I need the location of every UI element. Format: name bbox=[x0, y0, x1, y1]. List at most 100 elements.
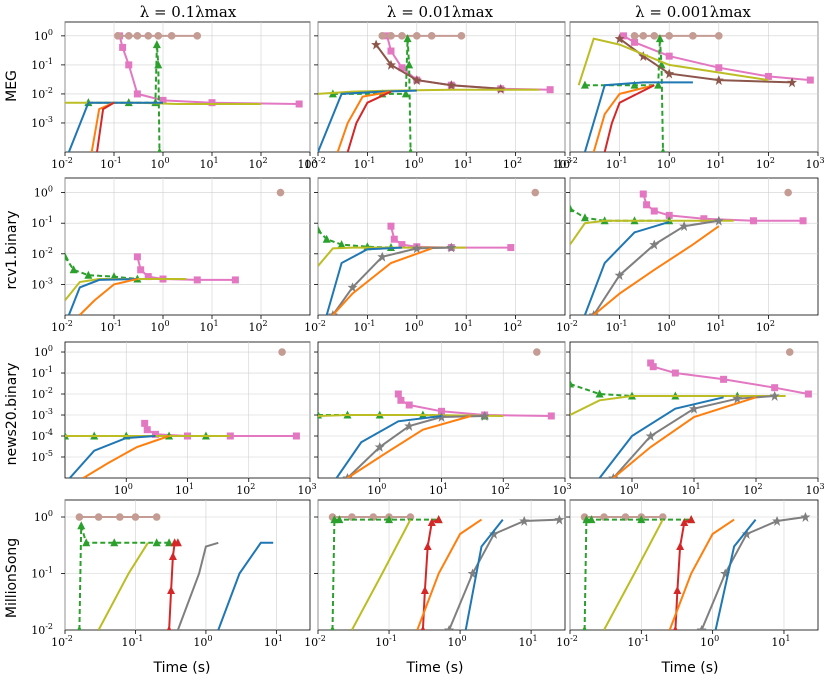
x-tick-label: 100 bbox=[150, 156, 169, 171]
col-title-1: λ = 0.01λmax bbox=[387, 3, 494, 21]
marker-tan-circles bbox=[785, 348, 794, 356]
series-line-orange bbox=[612, 396, 757, 478]
marker-pink-squares bbox=[292, 432, 300, 440]
marker-tan-circles bbox=[639, 32, 648, 40]
marker-red-triangles bbox=[673, 586, 682, 595]
x-tick-label: 102 bbox=[756, 319, 775, 334]
series-line-green-triangles bbox=[570, 383, 738, 397]
marker-tan-circles bbox=[167, 32, 176, 40]
series-line-orange bbox=[336, 90, 392, 152]
series-line-orange bbox=[332, 247, 433, 315]
row-label-2: news20.binary bbox=[4, 363, 20, 466]
x-tick-label: 101 bbox=[175, 482, 194, 497]
marker-pink-squares bbox=[151, 430, 159, 438]
x-tick-label: 10-2 bbox=[556, 156, 578, 171]
x-tick-label: 100 bbox=[700, 634, 719, 649]
series-line-orange bbox=[668, 518, 735, 630]
panel-r2-c2: 100 101 102 103 bbox=[566, 341, 825, 497]
marker-grey-stars bbox=[446, 242, 457, 253]
marker-brown-stars bbox=[614, 33, 625, 44]
marker-pink-squares bbox=[387, 47, 395, 55]
marker-brown-stars bbox=[371, 39, 382, 50]
marker-green-triangles bbox=[69, 265, 78, 274]
marker-grey-stars bbox=[772, 515, 783, 526]
x-tick-label: 101 bbox=[264, 634, 283, 649]
marker-pink-squares bbox=[159, 96, 167, 104]
marker-grey-stars bbox=[411, 243, 422, 254]
marker-green-triangles bbox=[403, 34, 412, 43]
series-line-blue bbox=[583, 81, 693, 152]
marker-pink-squares bbox=[546, 86, 554, 94]
marker-pink-squares bbox=[643, 201, 651, 209]
marker-tan-circles bbox=[784, 188, 792, 197]
series-line-red bbox=[603, 84, 655, 152]
x-tick-label: 101 bbox=[706, 319, 725, 334]
marker-red-triangles bbox=[420, 625, 426, 630]
marker-tan-circles bbox=[378, 32, 387, 40]
col-title-0: λ = 0.1λmax bbox=[140, 3, 237, 21]
marker-pink-squares bbox=[141, 419, 149, 427]
x-tick-label: 10-1 bbox=[606, 319, 628, 334]
marker-grey-stars bbox=[689, 403, 699, 414]
col-title-2: λ = 0.001λmax bbox=[635, 3, 751, 21]
marker-grey-stars bbox=[713, 215, 724, 226]
marker-tan-circles bbox=[75, 513, 84, 521]
marker-red-triangles bbox=[434, 515, 443, 524]
marker-pink-squares bbox=[764, 72, 772, 80]
marker-red-triangles bbox=[168, 551, 177, 560]
marker-grey-stars bbox=[696, 625, 707, 630]
series-line-orange bbox=[593, 225, 720, 315]
x-tick-label: 100 bbox=[150, 319, 169, 334]
plot-area bbox=[317, 21, 566, 153]
marker-tan-circles bbox=[665, 32, 673, 40]
x-tick-label: 10-1 bbox=[100, 156, 122, 171]
panel-r2-c0: 100 101 102 103 10-5 10-4 10-3 10-2 10-1 100 bbox=[31, 341, 317, 497]
marker-green-triangles bbox=[110, 538, 119, 547]
marker-tan-circles bbox=[131, 513, 140, 521]
marker-tan-circles bbox=[144, 32, 153, 40]
marker-pink-squares bbox=[799, 217, 807, 225]
series-line-olive bbox=[351, 519, 412, 630]
marker-pink-squares bbox=[547, 412, 555, 420]
x-tick-label: 102 bbox=[248, 156, 267, 171]
series-line-olive bbox=[97, 542, 149, 630]
marker-tan-circles bbox=[413, 32, 421, 40]
marker-tan-circles bbox=[94, 513, 103, 521]
series-group bbox=[65, 32, 303, 152]
series-line-orange bbox=[416, 518, 483, 630]
plot-area bbox=[64, 499, 311, 631]
marker-grey-stars bbox=[479, 410, 490, 421]
marker-green-triangles bbox=[318, 225, 322, 234]
marker-tan-circles bbox=[193, 32, 202, 40]
x-tick-label: 101 bbox=[454, 156, 473, 171]
marker-pink-squares bbox=[650, 207, 658, 215]
x-tick-label: 101 bbox=[199, 156, 218, 171]
series-line-grey bbox=[176, 541, 219, 630]
plot-area bbox=[569, 177, 819, 316]
y-tick-label: 100 bbox=[34, 509, 53, 524]
x-tick-label: 10-1 bbox=[606, 156, 628, 171]
marker-green-triangles bbox=[82, 538, 91, 547]
marker-green-triangles bbox=[587, 515, 596, 524]
marker-green-triangles bbox=[65, 252, 69, 261]
y-tick-label: 10-5 bbox=[31, 449, 53, 464]
marker-tan-circles bbox=[154, 32, 163, 40]
marker-pink-squares bbox=[125, 61, 133, 69]
marker-green-triangles bbox=[401, 89, 410, 98]
panel-r0-c1: 10-2 10-1 100 101 102 103 bbox=[304, 21, 572, 171]
x-tick-label: 10-1 bbox=[354, 156, 376, 171]
marker-tan-circles bbox=[650, 32, 659, 40]
x-tick-label: 101 bbox=[771, 634, 790, 649]
marker-pink-squares bbox=[398, 241, 406, 249]
x-tick-label: 102 bbox=[503, 156, 522, 171]
x-tick-label: 102 bbox=[743, 482, 762, 497]
series-group bbox=[318, 348, 555, 478]
marker-pink-squares bbox=[394, 390, 402, 398]
marker-pink-squares bbox=[137, 266, 145, 274]
row-label-3: MillionSong bbox=[4, 538, 20, 618]
marker-pink-squares bbox=[720, 375, 728, 383]
series-group bbox=[318, 188, 540, 315]
x-tick-label: 100 bbox=[448, 634, 467, 649]
series-line-red bbox=[346, 90, 392, 152]
